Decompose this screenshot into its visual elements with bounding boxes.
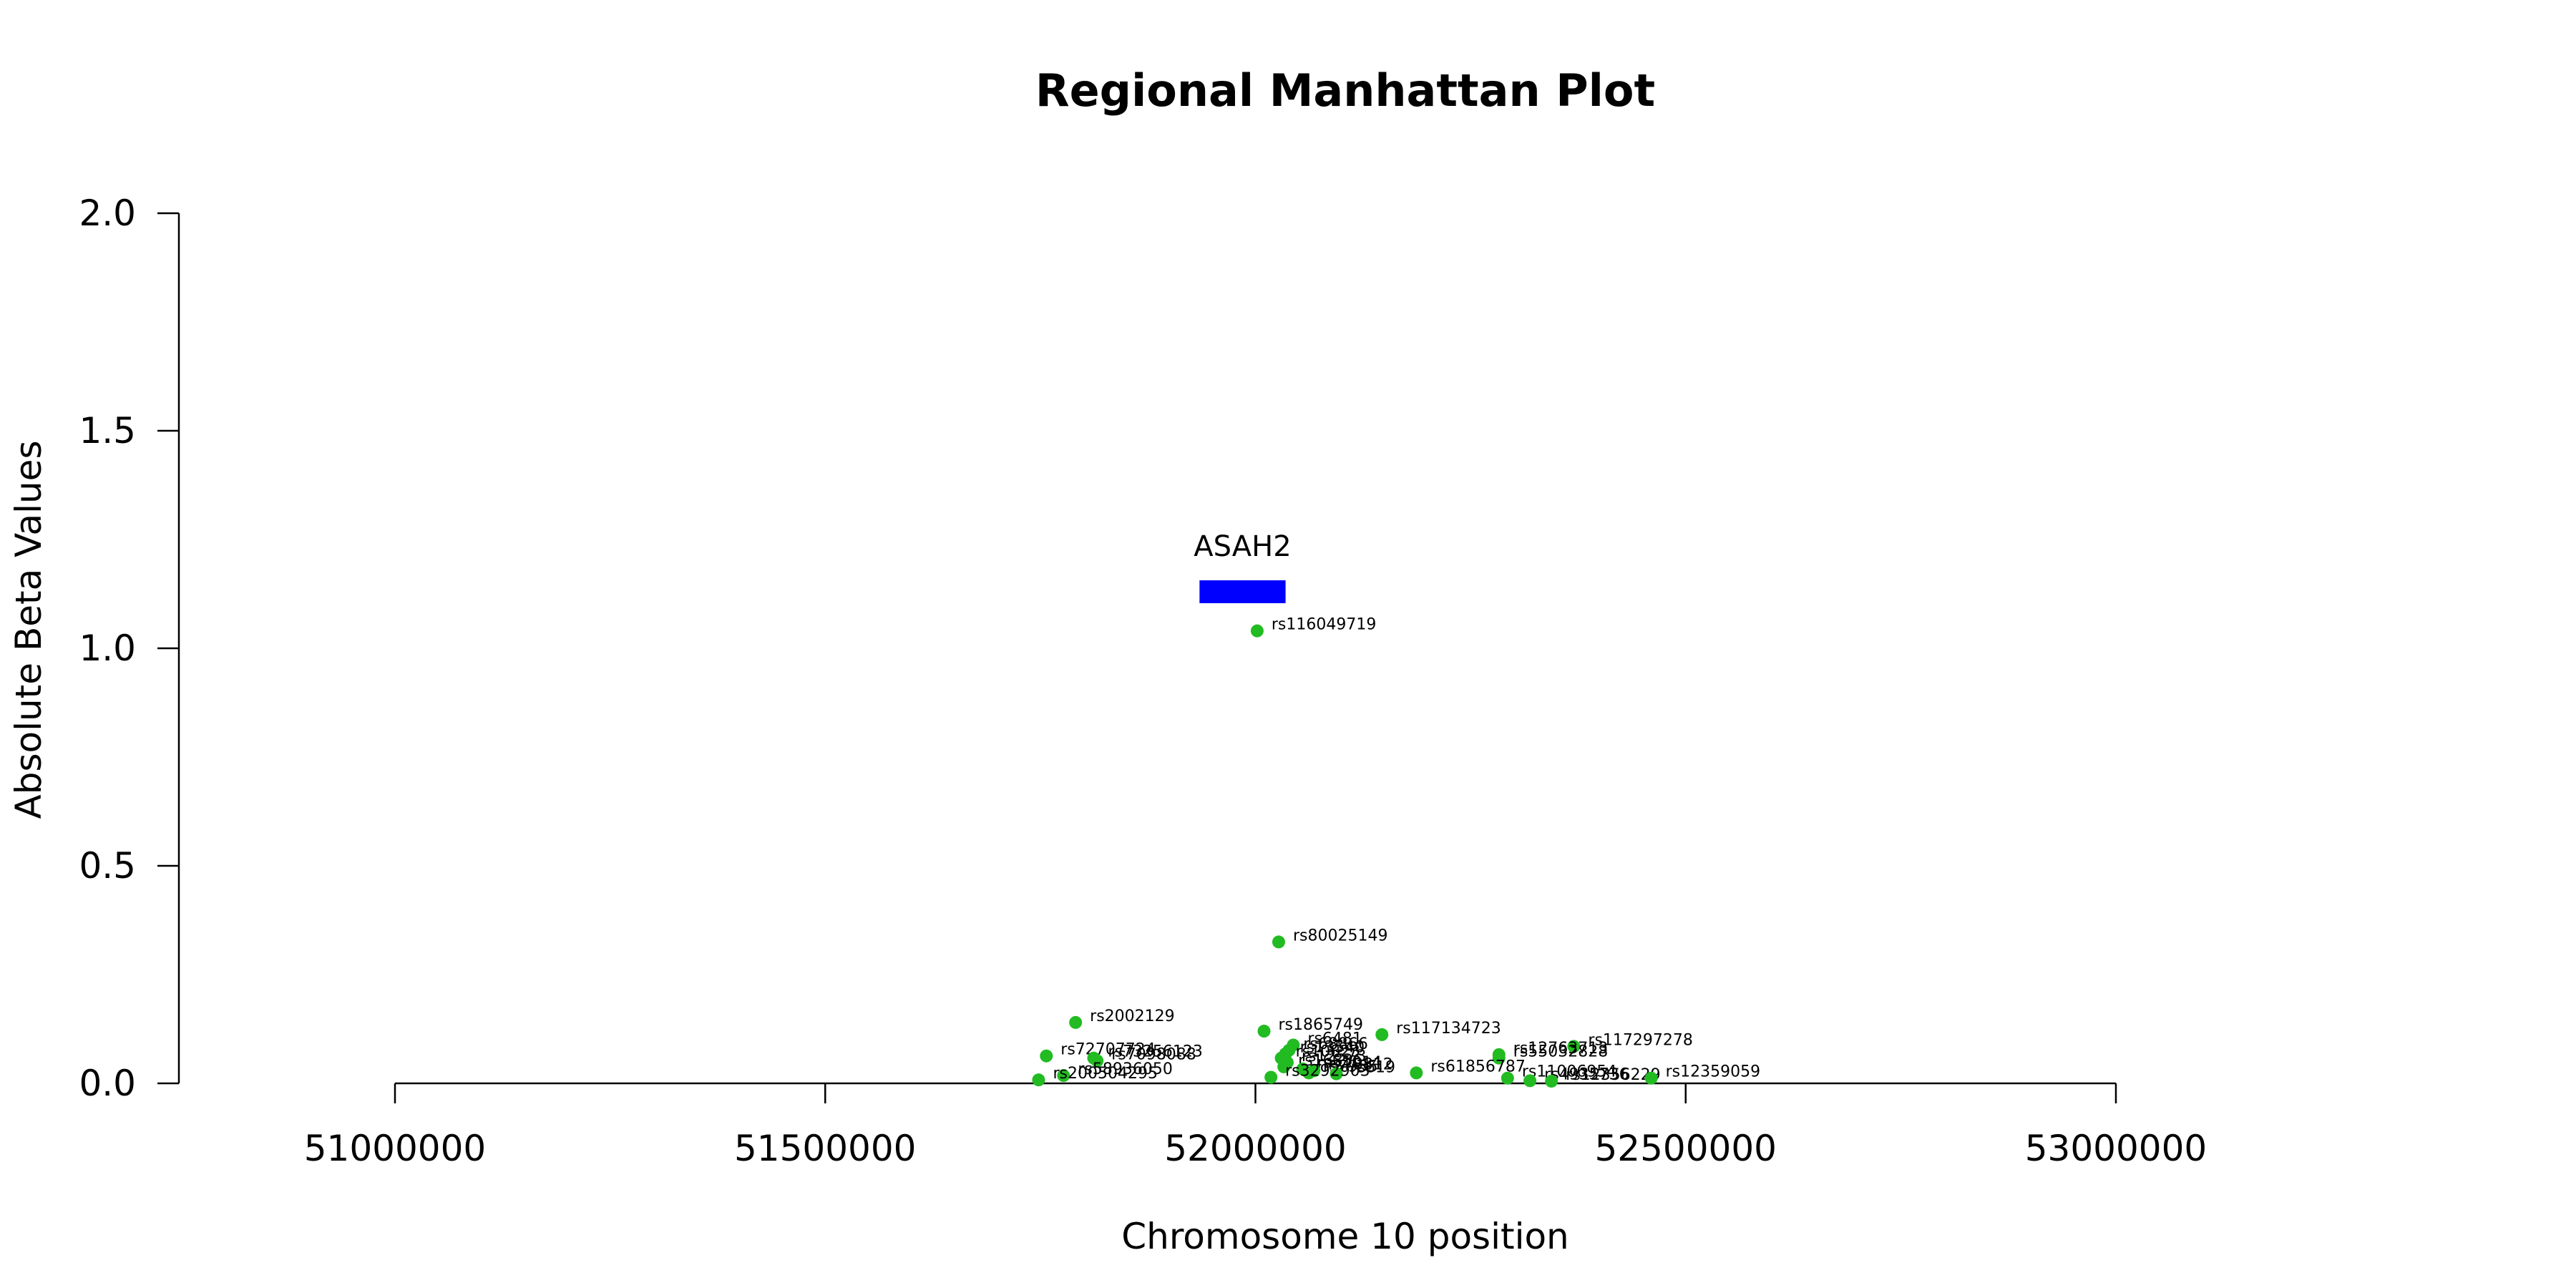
snp-label: rs619 (1351, 1059, 1396, 1077)
snp-point (1410, 1066, 1423, 1080)
snp-point (1523, 1074, 1537, 1088)
x-tick-label: 51000000 (304, 1128, 487, 1169)
snp-point (1257, 1025, 1271, 1038)
snp-label: rs11006954 (1522, 1063, 1616, 1081)
x-axis-title: Chromosome 10 position (1121, 1216, 1569, 1257)
snp-label: rs68866 (1303, 1035, 1368, 1053)
snp-label: rs2002129 (1090, 1008, 1175, 1025)
snp-point (1032, 1073, 1045, 1087)
snp-label: rs200504295 (1053, 1065, 1157, 1083)
snp-point (1644, 1071, 1658, 1085)
snp-point (1277, 1060, 1291, 1073)
snp-label: rs80025149 (1293, 927, 1387, 945)
snp-label: rs12359059 (1666, 1063, 1760, 1081)
gene-track: ASAH2 (1194, 530, 1292, 603)
snp-label: rs73256123 (1108, 1043, 1202, 1061)
snp-point (1091, 1054, 1104, 1068)
snp-point (1040, 1049, 1053, 1063)
snp-point (1501, 1071, 1514, 1085)
snp-point (1567, 1040, 1581, 1053)
snp-point (1057, 1069, 1070, 1083)
y-axis: 0.0 0.5 1.0 1.5 2.0 (79, 192, 180, 1104)
snp-point (1492, 1051, 1506, 1065)
snp-point (1250, 624, 1264, 638)
snp-label: rs58936050 (1078, 1060, 1172, 1078)
snp-label: rs117297278 (1588, 1031, 1692, 1049)
y-tick-label: 1.5 (79, 410, 136, 452)
snp-label: rs117134723 (1396, 1020, 1501, 1038)
snp-label: rs1865749 (1279, 1016, 1364, 1034)
x-tick-label: 52000000 (1164, 1128, 1347, 1169)
x-tick-label: 51500000 (734, 1128, 917, 1169)
snp-label: rs72707724 (1060, 1041, 1155, 1059)
y-tick-label: 2.0 (79, 192, 136, 234)
snp-label: rs13540 (1300, 1039, 1365, 1057)
y-axis-title: Absolute Beta Values (8, 441, 49, 819)
x-axis: 51000000 51500000 52000000 52500000 53000000 (304, 1082, 2207, 1169)
x-tick-label: 52500000 (1595, 1128, 1777, 1169)
snp-point (1264, 1070, 1278, 1084)
snp-label: rs12763713 (1513, 1040, 1608, 1058)
snp-label: rs12573 (1302, 1048, 1367, 1065)
snp-point (1069, 1015, 1083, 1029)
snp-label: rs12356229 (1566, 1066, 1660, 1084)
chart-title: Regional Manhattan Plot (1035, 64, 1655, 117)
snp-label: rs55032828 (1513, 1043, 1608, 1061)
snp-label: rs116049719 (1272, 616, 1376, 634)
gene-label: ASAH2 (1194, 530, 1291, 563)
snp-label: rs7098088 (1111, 1045, 1196, 1063)
snp-label: rs3292903 (1285, 1062, 1370, 1080)
gene-region-bar (1199, 580, 1286, 603)
snp-point (1545, 1074, 1558, 1088)
y-tick-label: 0.0 (79, 1063, 136, 1104)
snp-point (1330, 1067, 1343, 1080)
y-tick-label: 0.5 (79, 845, 136, 887)
snp-point (1272, 935, 1285, 949)
snp-label: rs51014 (1317, 1054, 1382, 1072)
snp-label: rs4935736 (1544, 1065, 1629, 1083)
snp-point (1302, 1066, 1316, 1080)
y-tick-label: 1.0 (79, 628, 136, 669)
snp-label: rs10823 (1296, 1043, 1361, 1061)
snp-label: rs6481 (1307, 1030, 1362, 1048)
snp-point (1375, 1028, 1389, 1041)
x-tick-label: 53000000 (2025, 1128, 2207, 1169)
